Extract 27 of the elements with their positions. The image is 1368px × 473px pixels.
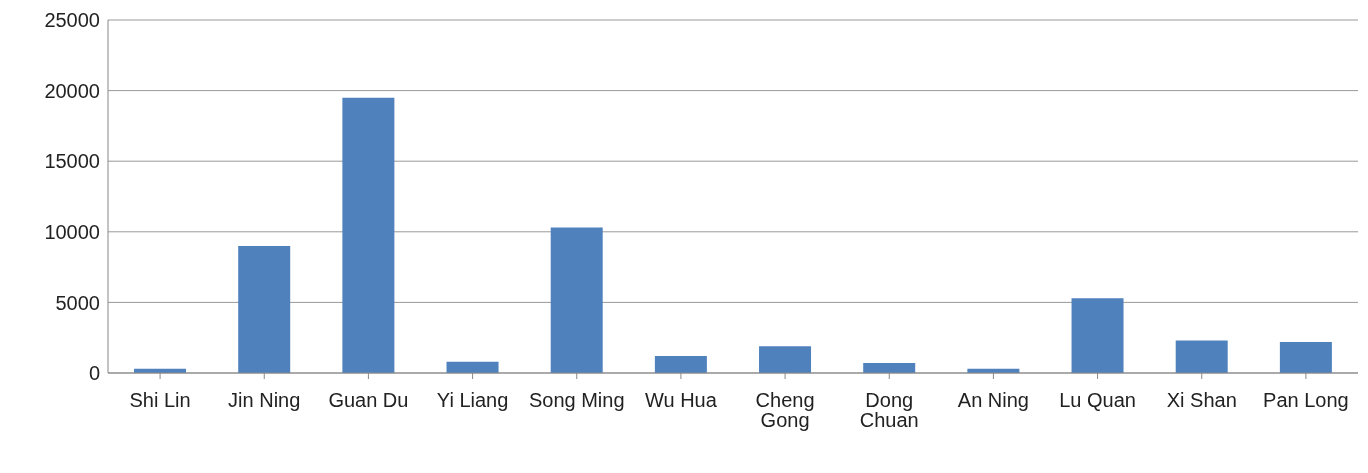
bar bbox=[1071, 298, 1124, 373]
x-tick-label: Cheng Gong bbox=[755, 389, 815, 432]
y-tick-label: 5000 bbox=[55, 291, 100, 314]
x-tick-label: Jin Ning bbox=[228, 389, 301, 412]
y-tick-label: 25000 bbox=[44, 9, 100, 32]
bar bbox=[238, 245, 291, 373]
x-tick-label: Shi Lin bbox=[129, 389, 191, 412]
bar bbox=[1175, 340, 1228, 373]
bar bbox=[863, 363, 916, 373]
y-tick-label: 15000 bbox=[44, 150, 100, 173]
x-tick-label: Song Ming bbox=[528, 389, 625, 412]
x-tick-label: Wu Hua bbox=[644, 389, 718, 412]
x-tick-label: Dong Chuan bbox=[859, 389, 919, 432]
x-tick-label: Guan Du bbox=[328, 389, 409, 412]
y-tick-label: 10000 bbox=[44, 220, 100, 243]
x-tick-label: Xi Shan bbox=[1166, 389, 1237, 412]
bar bbox=[759, 346, 812, 373]
y-tick-label: 20000 bbox=[44, 79, 100, 102]
x-tick-label: Lu Quan bbox=[1059, 389, 1136, 412]
bar bbox=[654, 356, 707, 373]
bar bbox=[342, 97, 395, 373]
bar bbox=[1279, 341, 1332, 373]
x-tick-label: Yi Liang bbox=[436, 389, 509, 412]
x-tick-label: Pan Long bbox=[1263, 389, 1349, 412]
bar bbox=[550, 227, 603, 373]
x-tick-label: An Ning bbox=[957, 389, 1029, 412]
y-tick-label: 0 bbox=[88, 362, 100, 385]
